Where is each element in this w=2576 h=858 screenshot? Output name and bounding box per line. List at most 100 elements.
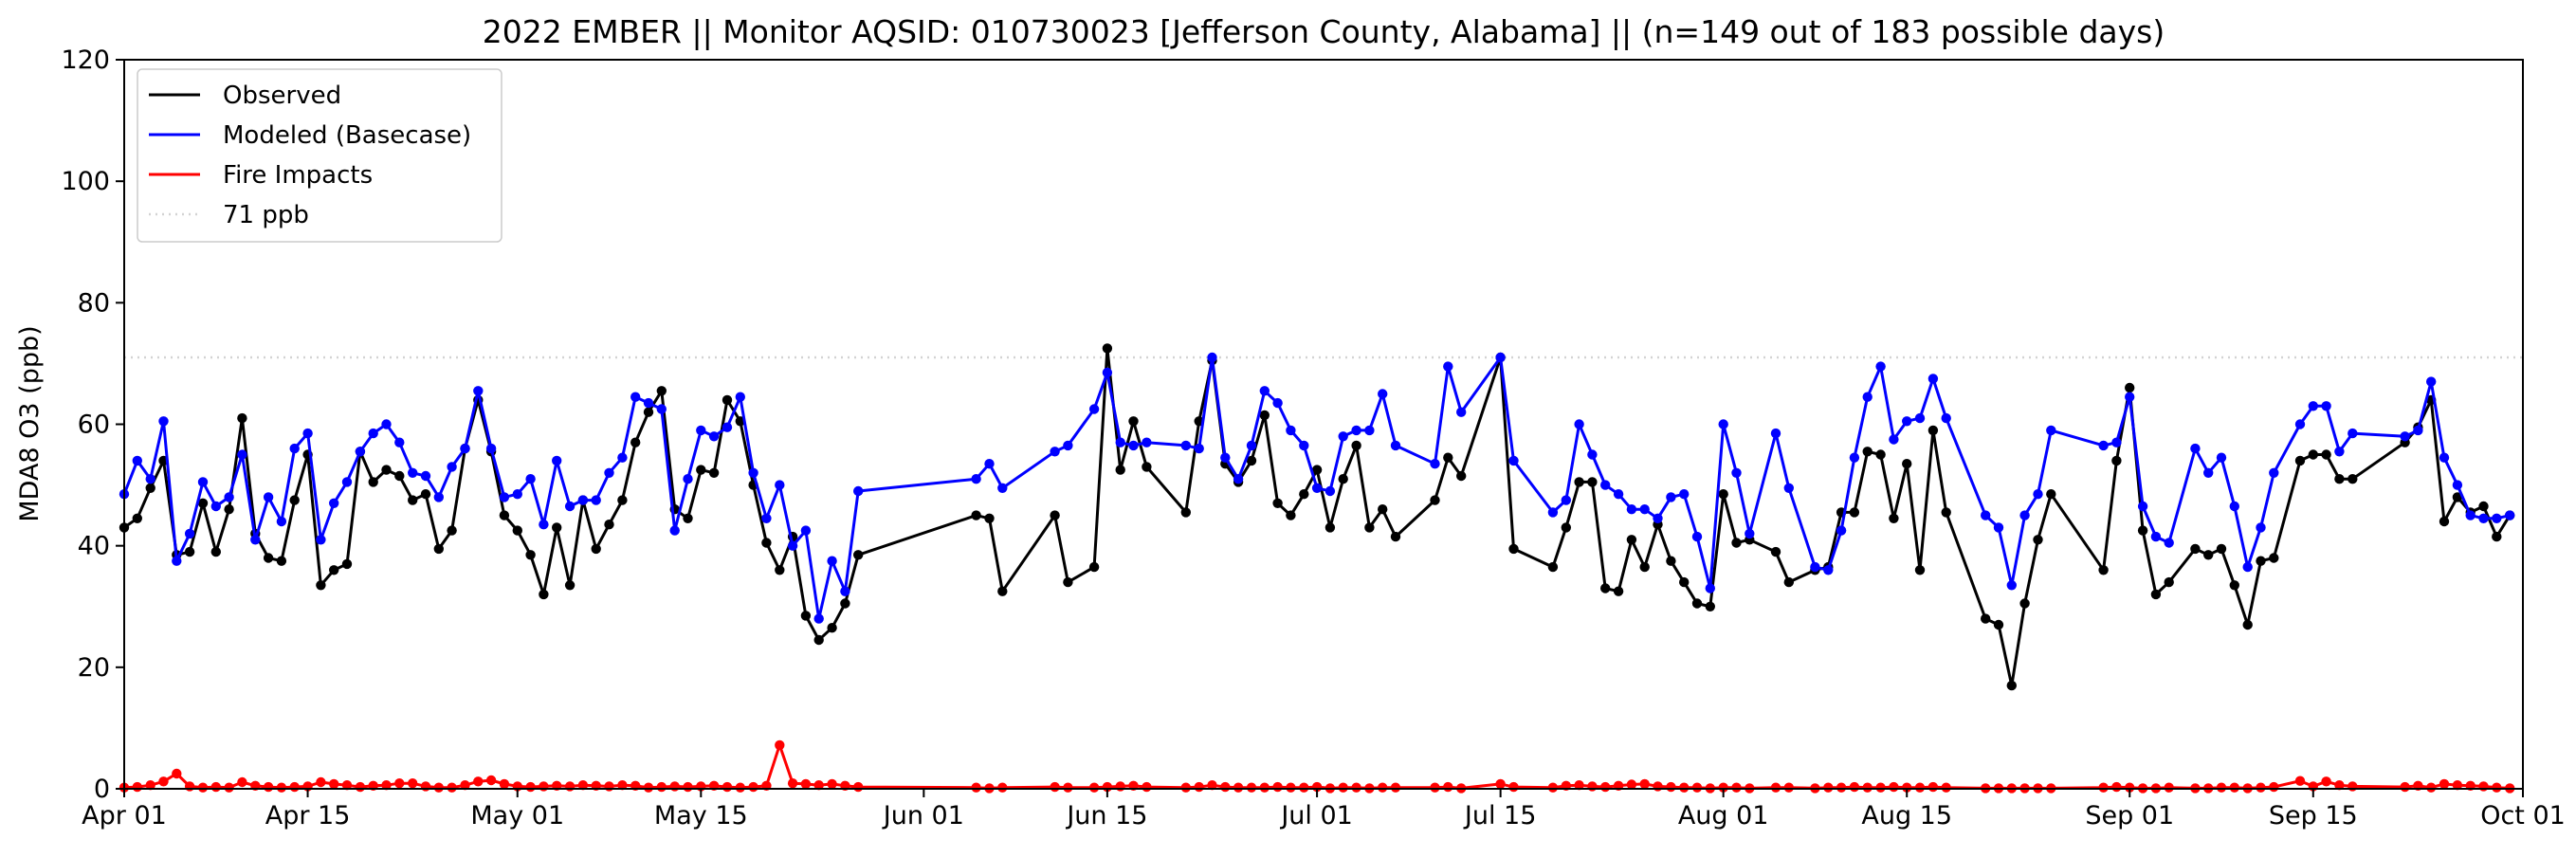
data-point <box>420 489 431 500</box>
data-point <box>1390 531 1401 542</box>
data-point <box>1128 440 1139 451</box>
data-point <box>1613 586 1624 596</box>
data-point <box>1142 781 1152 793</box>
data-point <box>1102 343 1113 354</box>
legend-entry-3: 71 ppb <box>149 201 309 229</box>
data-point <box>2098 782 2109 793</box>
data-point <box>132 513 142 523</box>
data-point <box>1902 416 1912 427</box>
data-point <box>1128 416 1139 427</box>
data-point <box>1770 782 1781 793</box>
data-point <box>525 781 536 793</box>
data-point <box>1587 477 1598 487</box>
legend-frame <box>137 68 502 243</box>
data-point <box>184 528 195 539</box>
data-point <box>1600 480 1611 490</box>
x-tick-label: Jul 15 <box>1463 801 1537 831</box>
data-point <box>2439 778 2450 790</box>
data-point <box>145 474 155 484</box>
data-point <box>853 550 864 560</box>
data-point <box>840 598 850 609</box>
data-point <box>564 580 575 591</box>
data-point <box>485 775 497 786</box>
data-point <box>984 459 995 469</box>
data-point <box>1823 565 1834 575</box>
data-point <box>2216 782 2227 793</box>
data-point <box>2321 449 2331 460</box>
data-point <box>158 776 169 787</box>
data-point <box>1679 576 1690 588</box>
data-point <box>2413 425 2423 436</box>
data-point <box>2308 401 2318 411</box>
data-point <box>2125 392 2135 402</box>
data-point <box>289 495 300 505</box>
data-point <box>1508 781 1519 793</box>
data-point <box>761 538 772 548</box>
data-point <box>316 776 326 788</box>
data-point <box>1508 543 1519 555</box>
data-point <box>1063 782 1073 793</box>
data-point <box>2125 782 2135 793</box>
data-point <box>2033 489 2043 500</box>
data-point <box>708 431 720 442</box>
data-point <box>813 613 824 624</box>
data-point <box>748 467 758 478</box>
data-point <box>1639 504 1650 515</box>
data-point <box>1849 507 1860 518</box>
x-tick-label: Oct 01 <box>2480 801 2566 831</box>
data-point <box>276 516 287 527</box>
data-point <box>2203 550 2214 560</box>
legend-label: Observed <box>223 82 341 110</box>
data-point <box>1325 485 1336 497</box>
y-tick-label: 20 <box>78 653 110 683</box>
data-point <box>2242 561 2253 573</box>
data-point <box>1299 782 1309 793</box>
data-point <box>1889 781 1899 793</box>
data-point <box>1691 782 1703 793</box>
data-point <box>1993 619 2004 630</box>
data-point <box>2098 440 2109 451</box>
x-tick-label: May 15 <box>654 801 748 831</box>
data-point <box>1941 782 1951 793</box>
data-point <box>1941 412 1951 424</box>
data-point <box>1770 428 1781 439</box>
data-point <box>1914 412 1926 424</box>
data-point <box>2190 443 2201 454</box>
data-point <box>499 492 510 502</box>
data-point <box>1875 361 1886 372</box>
data-point <box>1194 781 1204 793</box>
data-point <box>1311 483 1323 493</box>
data-point <box>2348 428 2358 439</box>
data-point <box>1246 782 1257 793</box>
data-point <box>2046 489 2056 500</box>
data-point <box>1731 467 1742 478</box>
data-point <box>197 782 209 793</box>
data-point <box>1862 782 1873 793</box>
data-point <box>2452 480 2463 490</box>
data-point <box>224 504 234 515</box>
data-point <box>1547 561 1559 573</box>
x-axis: Apr 01 Apr 15 May 01 May 15 Jun 01 Jun 15 Jul … <box>82 789 2566 831</box>
data-point <box>1430 459 1440 469</box>
data-point <box>1378 389 1388 399</box>
data-point <box>577 780 589 791</box>
data-point <box>1050 447 1060 457</box>
data-point <box>604 520 614 530</box>
data-point <box>1233 474 1244 484</box>
data-point <box>1456 407 1467 417</box>
data-point <box>250 535 261 545</box>
data-point <box>2150 531 2162 542</box>
data-point <box>2033 535 2043 545</box>
data-point <box>2334 780 2345 791</box>
data-point <box>1207 780 1217 791</box>
data-point <box>971 510 981 520</box>
legend-label: 71 ppb <box>223 201 309 229</box>
data-point <box>1351 440 1361 451</box>
data-point <box>420 781 431 792</box>
data-point <box>787 540 798 551</box>
data-point <box>394 470 405 482</box>
data-point <box>1981 510 1991 520</box>
data-point <box>289 443 300 454</box>
data-point <box>539 781 549 792</box>
